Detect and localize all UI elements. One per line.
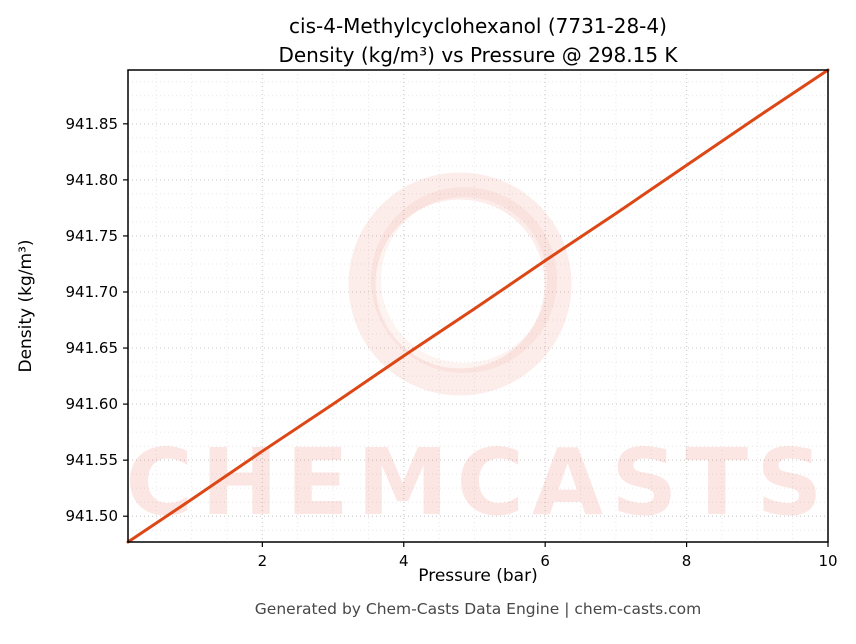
x-tick-label: 6 <box>540 552 550 570</box>
chart-title: cis-4-Methylcyclohexanol (7731-28-4) Den… <box>128 12 828 70</box>
x-tick-label: 4 <box>399 552 409 570</box>
watermark-ring-logo <box>348 172 572 396</box>
y-tick-label: 941.85 <box>66 115 119 133</box>
y-axis-label: Density (kg/m³) <box>16 239 36 373</box>
y-tick-label: 941.80 <box>66 171 119 189</box>
y-tick-label: 941.65 <box>66 339 119 357</box>
x-axis-label: Pressure (bar) <box>418 566 538 586</box>
density-line-series <box>126 68 830 544</box>
chart-title-line1: cis-4-Methylcyclohexanol (7731-28-4) <box>289 14 667 38</box>
y-tick-label: 941.55 <box>66 451 119 469</box>
x-tick-label: 2 <box>258 552 268 570</box>
footer-attribution: Generated by Chem-Casts Data Engine | ch… <box>254 600 702 618</box>
y-tick-label: 941.60 <box>66 395 119 413</box>
y-tick-label: 941.70 <box>66 283 119 301</box>
watermark-text: CHEMCASTS <box>126 429 831 536</box>
x-tick-label: 10 <box>818 552 837 570</box>
x-tick-label: 8 <box>682 552 692 570</box>
y-tick-label: 941.75 <box>66 227 119 245</box>
chart-title-line2: Density (kg/m³) vs Pressure @ 298.15 K <box>278 43 678 67</box>
watermark-ring-inner <box>371 187 557 373</box>
y-tick-label: 941.50 <box>66 507 119 525</box>
